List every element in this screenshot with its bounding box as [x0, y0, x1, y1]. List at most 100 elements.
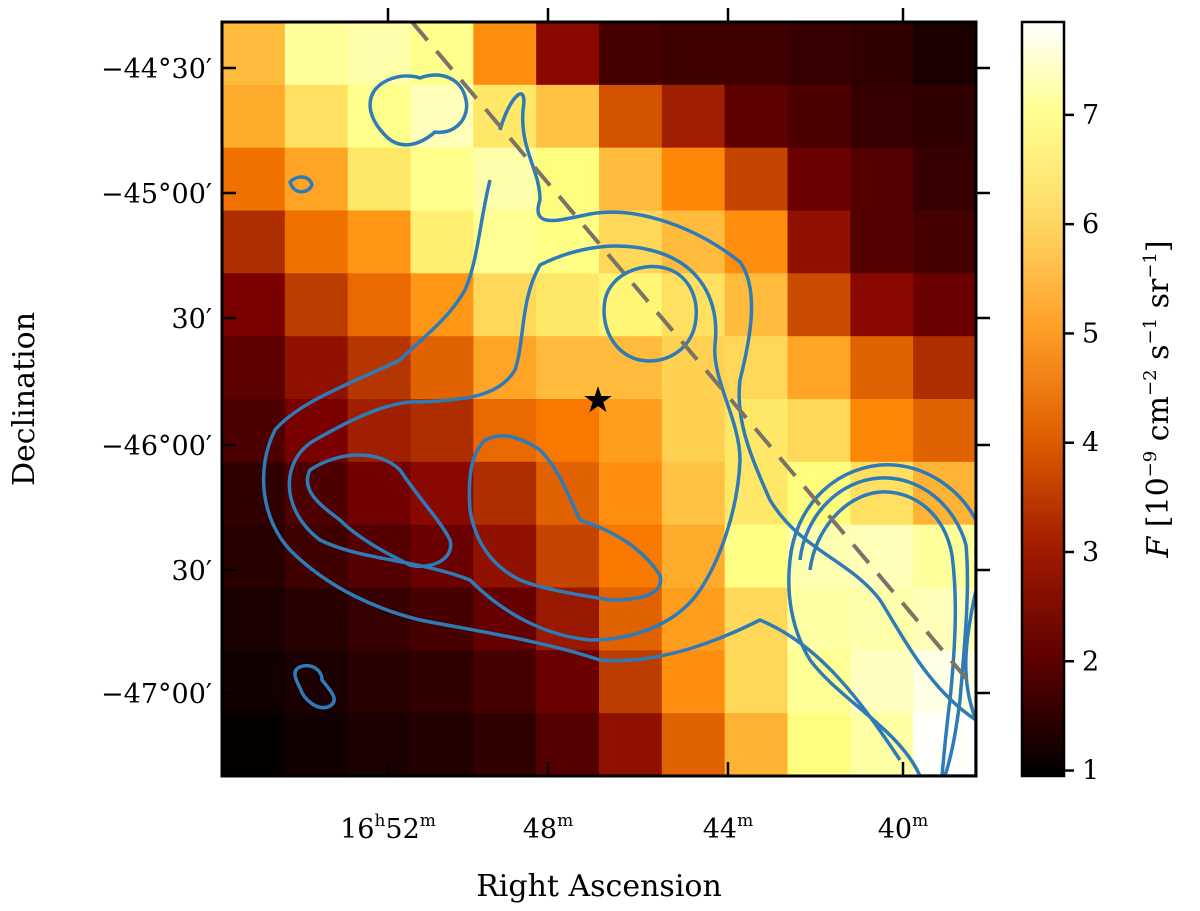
contour-core-ring [602, 264, 698, 363]
heatmap-cell [913, 147, 976, 212]
source-star-marker: ★ [582, 380, 614, 421]
heatmap-cell [347, 273, 412, 337]
heatmap-cell [473, 461, 537, 526]
x-tick-label: 16h52m [340, 811, 436, 845]
heatmap-cell [222, 587, 286, 651]
heatmap-cell [599, 84, 663, 149]
x-tick-label: 44m [703, 811, 753, 845]
heatmap-cell [599, 147, 663, 212]
x-axis-ticks [386, 8, 905, 776]
heatmap-cell [410, 273, 474, 337]
heatmap-cell [724, 713, 789, 776]
heatmap-cell [222, 461, 286, 526]
heatmap-cell [473, 336, 537, 400]
heatmap-cell [284, 399, 349, 463]
heatmap-cell [222, 22, 286, 86]
heatmap-cell [850, 84, 914, 149]
heatmap-cell [222, 336, 286, 400]
colorbar-tick-label: 1 [1082, 756, 1099, 787]
colorbar [1020, 20, 1066, 778]
heatmap-cell [473, 147, 537, 212]
heatmap-cell [787, 713, 851, 776]
heatmap-cell [661, 461, 726, 526]
heatmap-cell [724, 210, 789, 274]
heatmap-cell [599, 273, 663, 337]
heatmap-cell [850, 273, 914, 337]
contour-right-lobe-outer [787, 463, 976, 776]
colorbar-tick-label: 5 [1082, 318, 1099, 349]
x-axis-title: Right Ascension [476, 869, 722, 904]
heatmap-cell [599, 713, 663, 776]
heatmap-cell [222, 84, 286, 149]
heatmap-cell [787, 336, 851, 400]
heatmap-cell [850, 399, 914, 463]
heatmap-cell [284, 273, 349, 337]
heatmap-cell [284, 713, 349, 776]
heatmap-cell [347, 147, 412, 212]
heatmap-cell [599, 22, 663, 86]
heatmap-cell [473, 22, 537, 86]
heatmap-cell [599, 336, 663, 400]
heatmap-cell [284, 336, 349, 400]
heatmap-cell [284, 22, 349, 86]
contour-overlay [261, 73, 976, 776]
contour-right-lobe-mid [798, 476, 970, 776]
heatmap-cell [536, 84, 600, 149]
heatmap-cell [787, 147, 851, 212]
colorbar-tick-label: 7 [1082, 100, 1099, 131]
heatmap-cell [473, 210, 537, 274]
heatmap-cell [913, 273, 976, 337]
heatmap-cell [473, 399, 537, 463]
heatmap-cell [536, 273, 600, 337]
heatmap-cell [724, 147, 789, 212]
heatmap-cell [473, 524, 537, 589]
heatmap-cell [222, 650, 286, 714]
heatmap-cell [222, 524, 286, 589]
heatmap-cell [787, 22, 851, 86]
plot-frame [220, 20, 978, 778]
contour-ridge [498, 92, 976, 722]
y-axis-title: Declination [7, 312, 42, 486]
x-tick-label: 40m [878, 811, 928, 845]
heatmap-cell [724, 650, 789, 714]
heatmap-cell [661, 22, 726, 86]
heatmap-cell [536, 524, 600, 589]
heatmap-cell [850, 336, 914, 400]
y-tick-label: −47°00′ [101, 679, 212, 710]
heatmap-cell [599, 210, 663, 274]
contour-inner [467, 434, 663, 602]
heatmap-cell [787, 273, 851, 337]
heatmap-cell [661, 147, 726, 212]
heatmap-cell [661, 210, 726, 274]
heatmap-cell [536, 22, 600, 86]
heatmap-cell [410, 713, 474, 776]
x-tick-label: 48m [523, 811, 573, 845]
heatmap-cell [222, 713, 286, 776]
heatmap-cell [913, 210, 976, 274]
y-tick-label: 30′ [172, 556, 213, 587]
contour-small-blob [288, 175, 314, 194]
heatmap-cell [473, 713, 537, 776]
heatmap-cell [787, 399, 851, 463]
heatmap-cell [599, 399, 663, 463]
heatmap-cell [913, 22, 976, 86]
heatmap-cell [913, 336, 976, 400]
heatmap-cell [536, 336, 600, 400]
heatmap-cell [347, 84, 412, 149]
heatmap-cell [724, 84, 789, 149]
y-tick-label: 30′ [172, 304, 213, 335]
heatmap-cell [284, 587, 349, 651]
heatmap-cell [787, 210, 851, 274]
heatmap-cell [787, 84, 851, 149]
heatmap-cell [850, 22, 914, 86]
contour-middle [287, 244, 742, 642]
colorbar-label: F [10−9 cm−2 s−1 sr−1] [1140, 240, 1176, 558]
heatmap-cell [410, 336, 474, 400]
heatmap-cell [599, 587, 663, 651]
y-tick-labels: −44°30′ −45°00′ 30′ −46°00′ 30′ −47°00′ [101, 54, 212, 710]
heatmap-cell [222, 147, 286, 212]
heatmap-cell [661, 713, 726, 776]
heatmap-cell [410, 210, 474, 274]
heatmap-cell [284, 210, 349, 274]
